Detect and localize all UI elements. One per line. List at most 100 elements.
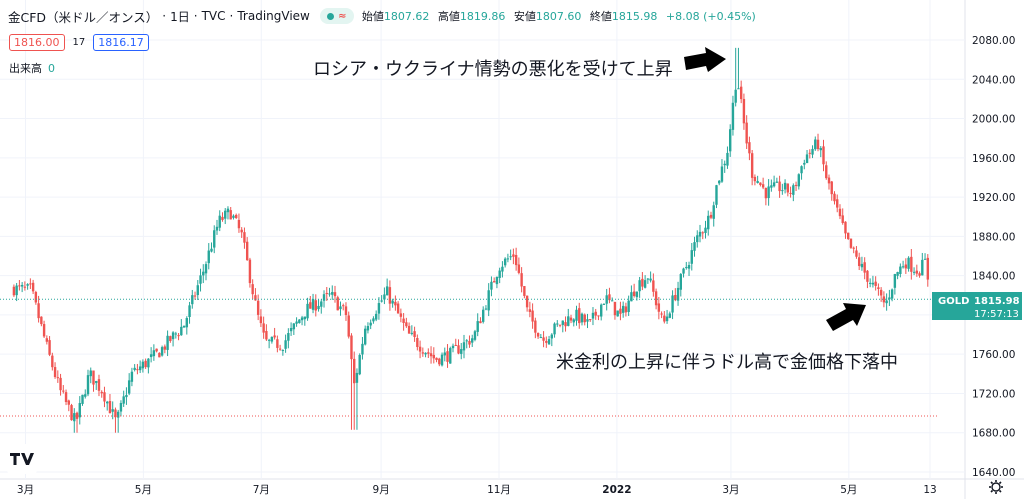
candle-body	[127, 380, 131, 394]
candle-body	[111, 409, 114, 412]
sell-price-button[interactable]: 1816.00	[9, 34, 65, 51]
candle-body	[289, 327, 293, 332]
y-tick-label: 1760.00	[972, 349, 1015, 361]
candle-body	[462, 342, 466, 351]
candle-body	[750, 153, 754, 178]
x-tick-label: 5月	[135, 484, 152, 496]
candle-body	[816, 139, 820, 150]
candle-body	[514, 254, 518, 266]
candle-body	[836, 199, 839, 208]
candle-body	[391, 300, 394, 304]
candle-body	[245, 241, 249, 261]
candle-body	[443, 352, 446, 356]
candle-body	[742, 98, 746, 124]
candle-body	[635, 291, 639, 298]
candle-body	[119, 402, 123, 412]
annotation-rate-hike: 米金利の上昇に伴うドル高で金価格下落中	[556, 352, 898, 373]
candle-body	[567, 316, 570, 326]
candle-body	[284, 340, 287, 349]
candle-body	[59, 377, 62, 391]
candle-body	[396, 303, 400, 314]
candle-body	[663, 315, 666, 322]
candle-body	[638, 280, 641, 292]
candle-body	[92, 370, 95, 385]
candle-body	[536, 333, 540, 337]
candle-body	[413, 331, 416, 338]
candle-body	[73, 413, 76, 422]
candle-body	[545, 340, 548, 343]
y-tick-label: 1920.00	[972, 192, 1015, 204]
current-price-tag: GOLD 1815.98 17:57:13	[932, 292, 1022, 320]
candle-body	[429, 353, 433, 357]
candle-body	[210, 248, 213, 252]
volume-value: 0	[48, 62, 55, 75]
wave-icon: ≈	[338, 10, 347, 22]
candle-body	[78, 403, 81, 418]
candle-body	[100, 391, 103, 394]
candle-body	[418, 346, 422, 352]
candle-body	[182, 325, 186, 328]
candle-body	[377, 303, 381, 314]
candle-body	[597, 315, 600, 317]
candle-body	[56, 377, 60, 379]
candle-body	[501, 266, 504, 272]
candle-body	[718, 180, 721, 184]
market-status-icon[interactable]: ≈	[319, 8, 354, 24]
ohlc-values: 始値1807.62 高値1819.86 安値1807.60 終値1815.98 …	[362, 8, 761, 24]
symbol-title[interactable]: 金CFD（米ドル／オンス）	[8, 9, 159, 25]
candle-body	[580, 313, 584, 323]
candle-body	[262, 323, 265, 333]
candle-body	[298, 319, 301, 324]
candle-body	[899, 266, 902, 275]
candle-body	[682, 268, 685, 274]
annotations: ロシア・ウクライナ情勢の悪化を受けて上昇 米金利の上昇に伴うドル高で金価格下落中	[313, 47, 898, 373]
candle-body	[256, 300, 260, 315]
candle-body	[803, 162, 806, 165]
time-axis[interactable]: 3月 5月 7月 9月 11月 2022 3月 5月 13	[17, 484, 937, 496]
candle-body	[696, 235, 699, 243]
candle-body	[479, 321, 482, 324]
x-tick-label: 7月	[253, 484, 270, 496]
candle-body	[42, 324, 46, 337]
candle-body	[399, 313, 403, 317]
candle-body	[877, 287, 880, 289]
candle-body	[589, 319, 592, 321]
candle-body	[460, 349, 463, 354]
candle-body	[473, 331, 477, 340]
candle-body	[347, 315, 350, 337]
buy-price-button[interactable]: 1816.17	[93, 34, 149, 51]
candle-body	[235, 214, 238, 219]
price-axis[interactable]: 2080.00 2040.00 2000.00 1960.00 1920.00 1880.…	[972, 35, 1015, 479]
candle-body	[471, 338, 474, 343]
settings-gear-icon[interactable]	[989, 480, 1003, 494]
candle-body	[202, 271, 205, 276]
candle-body	[860, 263, 864, 268]
candle-body	[331, 292, 334, 295]
candle-body	[844, 221, 847, 234]
candle-body	[180, 326, 183, 336]
candle-body	[490, 281, 493, 290]
candle-body	[890, 289, 894, 299]
candle-body	[624, 306, 628, 313]
candle-body	[342, 305, 345, 307]
candle-body	[232, 215, 235, 218]
candle-body	[495, 276, 499, 285]
candle-body	[64, 392, 68, 403]
candle-body	[317, 305, 320, 310]
candle-body	[380, 300, 383, 302]
y-tick-label: 2000.00	[972, 114, 1015, 126]
candle-body	[868, 282, 872, 284]
y-tick-label: 1720.00	[972, 388, 1015, 400]
candle-body	[863, 262, 866, 273]
candle-body	[320, 301, 323, 307]
tag-symbol: GOLD	[938, 296, 969, 307]
volume-legend: 出来高 0	[9, 60, 55, 76]
candle-body	[616, 310, 619, 317]
candle-body	[440, 354, 444, 366]
interval[interactable]: 1日	[170, 9, 190, 24]
candle-body	[149, 354, 153, 358]
candle-body	[896, 272, 899, 276]
candle-body	[531, 310, 534, 322]
candle-body	[116, 411, 120, 418]
